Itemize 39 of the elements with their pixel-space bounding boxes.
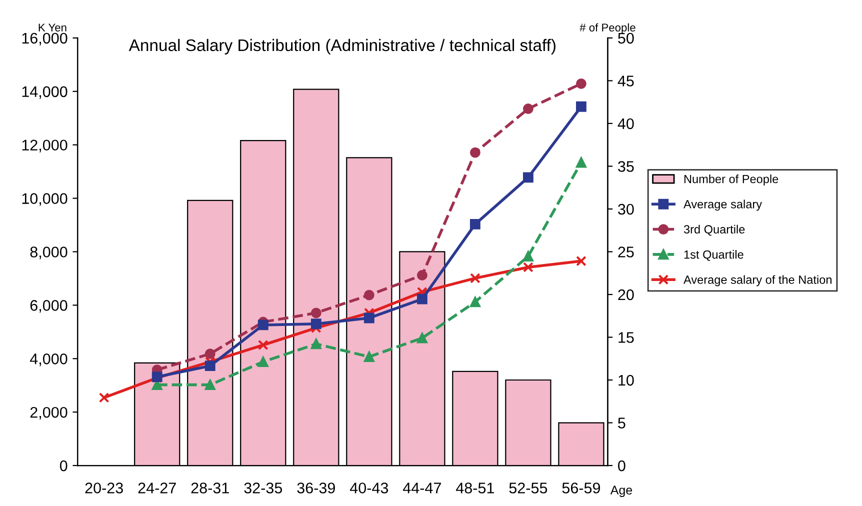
x-tick-label: 44-47 <box>402 482 441 494</box>
y-tick-label: 14,000 <box>22 86 68 99</box>
y2-tick-label: 25 <box>618 246 634 258</box>
y-tick-label: 0 <box>60 460 68 472</box>
y-tick-label: 2,000 <box>30 406 68 420</box>
legend-label: Average salary of the Nation <box>684 275 832 286</box>
y2-tick-label: 35 <box>618 161 634 172</box>
x-tick-label: 56-59 <box>562 482 600 494</box>
y-tick-label: 16,000 <box>22 32 68 46</box>
y2-tick-label: 10 <box>618 374 634 386</box>
legend-label: Number of People <box>684 174 778 186</box>
y2-tick-label: 40 <box>618 118 634 130</box>
y-axis-title: K Yen <box>38 24 66 32</box>
y2-tick-label: 50 <box>618 32 634 44</box>
x-tick-label: 48-51 <box>456 482 494 494</box>
x-tick-label: 20-23 <box>85 482 123 494</box>
x-tick-label: 36-39 <box>297 482 335 494</box>
legend-label: 3rd Quartile <box>684 224 745 236</box>
y2-tick-label: 30 <box>618 204 634 215</box>
y-tick-label: 6,000 <box>30 300 68 313</box>
x-tick-label: 24-27 <box>138 482 176 494</box>
y-tick-label: 4,000 <box>30 353 68 366</box>
y-tick-label: 8,000 <box>30 246 68 260</box>
y2-tick-label: 15 <box>618 332 634 343</box>
y2-tick-label: 5 <box>618 418 626 428</box>
chart-title: Annual Salary Distribution (Administrative / technical staff) <box>128 38 556 54</box>
x-axis-title: Age <box>610 486 632 497</box>
y2-tick-label: 20 <box>618 289 634 300</box>
y-tick-label: 10,000 <box>22 193 68 206</box>
x-tick-label: 32-35 <box>244 482 282 494</box>
y2-axis-title: # of People <box>580 23 636 34</box>
y-tick-label: 12,000 <box>22 140 68 152</box>
y2-tick-label: 0 <box>618 460 626 472</box>
x-tick-label: 40-43 <box>350 482 388 494</box>
x-tick-label: 28-31 <box>191 482 229 494</box>
y2-tick-label: 45 <box>618 76 634 86</box>
x-tick-label: 52-55 <box>509 482 548 494</box>
legend-label: Average salary <box>684 200 762 211</box>
legend-label: 1st Quartile <box>684 250 744 261</box>
